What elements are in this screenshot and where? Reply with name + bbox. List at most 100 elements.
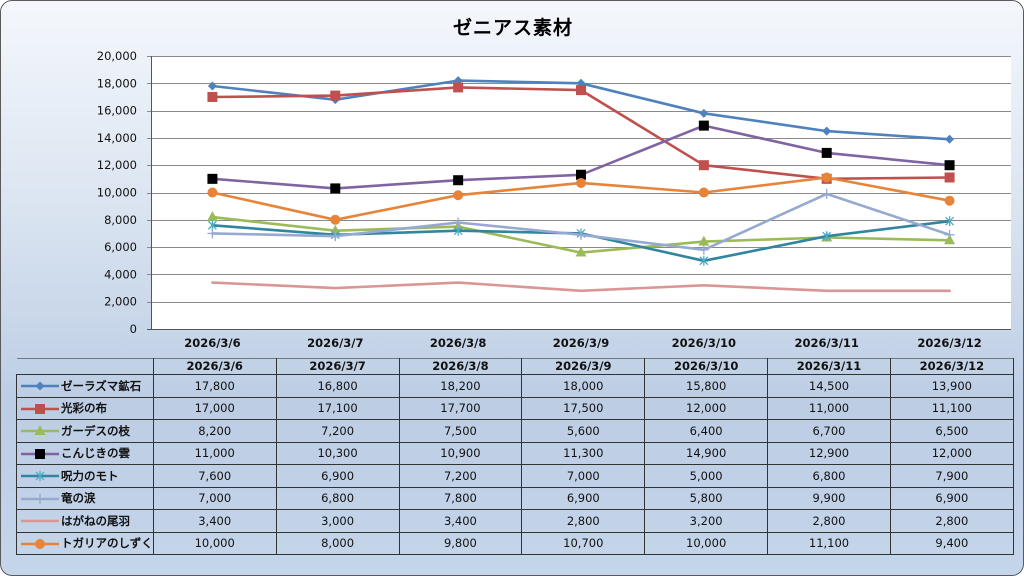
table-cell: 6,700: [767, 419, 891, 443]
table-cell: 14,500: [767, 374, 891, 398]
table-cell: 3,000: [275, 509, 400, 533]
data-point: [575, 246, 587, 257]
table-cell: 7,000: [152, 486, 277, 510]
legend-key-icon: [19, 380, 61, 392]
table-cell: 17,000: [152, 396, 277, 420]
legend-entry: 竜の涙: [16, 486, 154, 510]
table-cell: 11,300: [521, 441, 646, 465]
data-point: [576, 177, 586, 188]
table-cell: 5,000: [644, 464, 769, 488]
plot-area: [151, 56, 1011, 329]
series-line: [211, 281, 951, 293]
data-point: [699, 255, 709, 266]
legend-entry: こんじきの雲: [16, 441, 154, 465]
table-header-row: 2026/3/6 2026/3/7 2026/3/8 2026/3/9 2026/3/1…: [16, 358, 1014, 375]
data-point: [207, 91, 218, 102]
y-tick-label: 14,000: [97, 131, 137, 145]
data-point: [330, 231, 341, 242]
legend-entry: ガーデスの枝: [16, 419, 154, 443]
legend-label: 呪力のモト: [61, 468, 119, 483]
table-cell: 3,200: [644, 509, 769, 533]
table-cell: 11,100: [767, 531, 891, 555]
data-point: [576, 85, 586, 96]
data-point: [206, 211, 218, 222]
table-cell: 13,900: [889, 374, 1014, 398]
table-cell: 3,400: [398, 509, 523, 533]
x-tick-label: 2026/3/9: [553, 336, 609, 350]
legend-label: 光彩の布: [61, 401, 107, 416]
data-point: [576, 169, 586, 180]
gridlines: [147, 56, 1011, 330]
table-cell: 10,000: [152, 531, 277, 555]
table-row: 竜の涙 7,000 6,800 7,800 6,900 5,800 9,900 6,900: [16, 486, 1014, 510]
table-corner: [16, 358, 154, 375]
data-point: [698, 120, 709, 131]
table-row: 光彩の布 17,000 17,100 17,700 17,500 12,000 11,000…: [16, 396, 1014, 420]
legend-marker: [35, 538, 45, 549]
data-point: [944, 229, 955, 240]
legend-label: ゼーラズマ鉱石: [61, 378, 142, 393]
data-point: [698, 187, 709, 198]
y-tick-label: 20,000: [97, 49, 137, 63]
series-7: [211, 281, 951, 293]
table-row: はがねの尾羽 3,400 3,000 3,400 2,800 3,200 2,800 2,80…: [16, 509, 1014, 533]
table-row: トガリアのしずく 10,000 8,000 9,800 10,700 10,000 11,1…: [16, 531, 1014, 555]
y-tick-label: 12,000: [97, 158, 137, 172]
table-cell: 8,200: [152, 419, 277, 443]
table-cell: 6,900: [889, 486, 1014, 510]
legend-marker: [35, 403, 45, 414]
legend-key-icon: [19, 425, 61, 437]
table-cell: 11,000: [767, 396, 891, 420]
y-tick-label: 0: [130, 322, 137, 336]
legend-marker: [35, 471, 45, 482]
data-table: 2026/3/6 2026/3/7 2026/3/8 2026/3/9 2026/3/1…: [16, 358, 1014, 555]
table-cell: 17,800: [152, 374, 277, 398]
table-cell: 3,400: [152, 509, 277, 533]
data-point: [207, 81, 217, 91]
x-tick-label: 2026/3/12: [917, 336, 981, 350]
table-cell: 7,900: [889, 464, 1014, 488]
data-point: [207, 173, 218, 184]
x-tick-label: 2026/3/10: [672, 336, 736, 350]
table-cell: 5,800: [644, 486, 769, 510]
table-cell: 6,800: [275, 486, 400, 510]
legend-entry: トガリアのしずく: [16, 531, 154, 555]
legend-marker: [35, 381, 45, 391]
table-cell: 6,400: [644, 419, 769, 443]
legend-label: こんじきの雲: [61, 446, 130, 461]
table-header-cell: 2026/3/8: [398, 358, 523, 375]
data-point: [822, 231, 832, 242]
table-cell: 11,000: [152, 441, 277, 465]
table-cell: 11,100: [889, 396, 1014, 420]
legend-key-icon: [19, 515, 61, 527]
data-point: [698, 235, 710, 246]
data-point: [821, 172, 832, 183]
table-header-cell: 2026/3/12: [889, 358, 1014, 375]
x-tick-label: 2026/3/6: [184, 336, 240, 350]
data-point: [944, 160, 955, 171]
table-cell: 15,800: [644, 374, 769, 398]
x-tick-label: 2026/3/11: [795, 336, 859, 350]
legend-marker: [34, 425, 46, 436]
y-tick-label: 4,000: [104, 267, 137, 281]
table-cell: 6,500: [889, 419, 1014, 443]
table-cell: 9,900: [767, 486, 891, 510]
data-point: [944, 195, 955, 206]
legend-key-icon: [19, 493, 61, 505]
legend-key-icon: [19, 403, 61, 415]
table-cell: 7,200: [275, 419, 400, 443]
data-point: [576, 229, 586, 240]
legend-key-icon: [19, 448, 61, 460]
table-cell: 17,500: [521, 396, 646, 420]
data-point: [453, 217, 464, 228]
data-point: [330, 90, 341, 101]
table-header-cell: 2026/3/11: [767, 358, 891, 375]
series-8: [207, 172, 955, 225]
table-header-cell: 2026/3/7: [275, 358, 400, 375]
table-cell: 18,000: [521, 374, 646, 398]
table-cell: 9,400: [889, 531, 1014, 555]
table-row: ゼーラズマ鉱石 17,800 16,800 18,200 18,000 15,800 14,…: [16, 374, 1014, 398]
y-tick-label: 2,000: [104, 295, 137, 309]
